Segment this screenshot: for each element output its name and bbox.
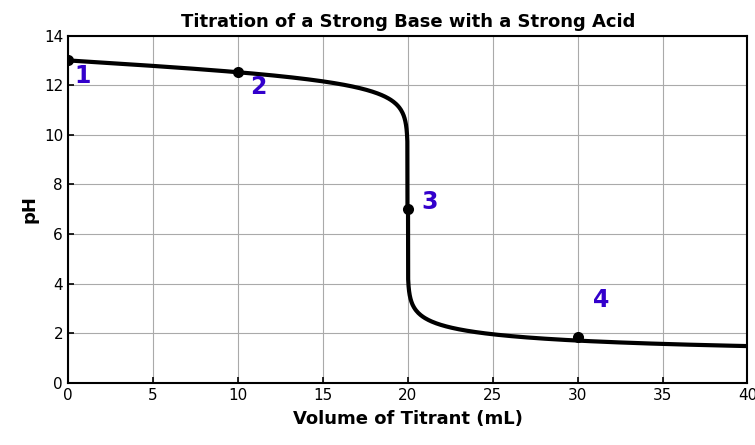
Text: 4: 4 (593, 288, 609, 312)
Y-axis label: pH: pH (20, 195, 39, 223)
Title: Titration of a Strong Base with a Strong Acid: Titration of a Strong Base with a Strong… (180, 13, 635, 31)
Text: 3: 3 (421, 190, 438, 214)
X-axis label: Volume of Titrant (mL): Volume of Titrant (mL) (293, 409, 522, 428)
Text: 1: 1 (75, 64, 91, 88)
Text: 2: 2 (250, 75, 266, 99)
